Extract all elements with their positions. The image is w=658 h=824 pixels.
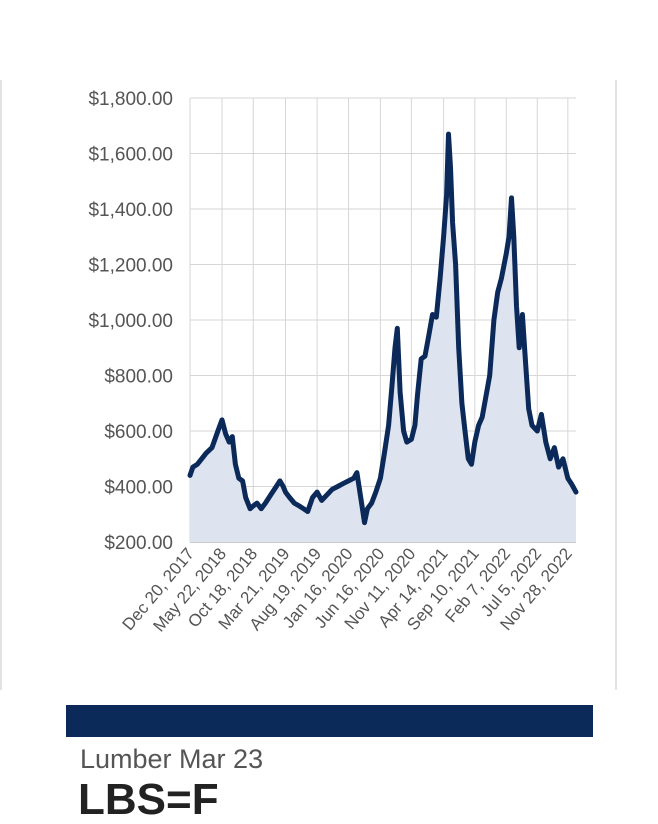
y-tick-label: $1,800.00 [88,89,173,110]
chart-frame [0,0,658,690]
y-tick-label: $400.00 [104,478,173,499]
y-tick-label: $800.00 [104,367,173,388]
y-tick-label: $1,000.00 [88,311,173,332]
y-tick-label: $1,200.00 [88,256,173,277]
y-tick-label: $200.00 [104,533,173,554]
ticker-symbol: LBS=F [78,775,219,824]
price-chart: $200.00 $400.00 $600.00 $800.00 $1,000.00 $1,… [0,0,658,690]
accent-bar [66,705,593,737]
y-tick-label: $1,400.00 [88,200,173,221]
instrument-name: Lumber Mar 23 [80,744,264,774]
y-tick-label: $600.00 [104,422,173,443]
y-tick-label: $1,600.00 [88,145,173,166]
series-area [190,134,576,542]
series-line [187,131,579,526]
y-axis: $200.00 $400.00 $600.00 $800.00 $1,000.00 $1,… [88,89,173,554]
